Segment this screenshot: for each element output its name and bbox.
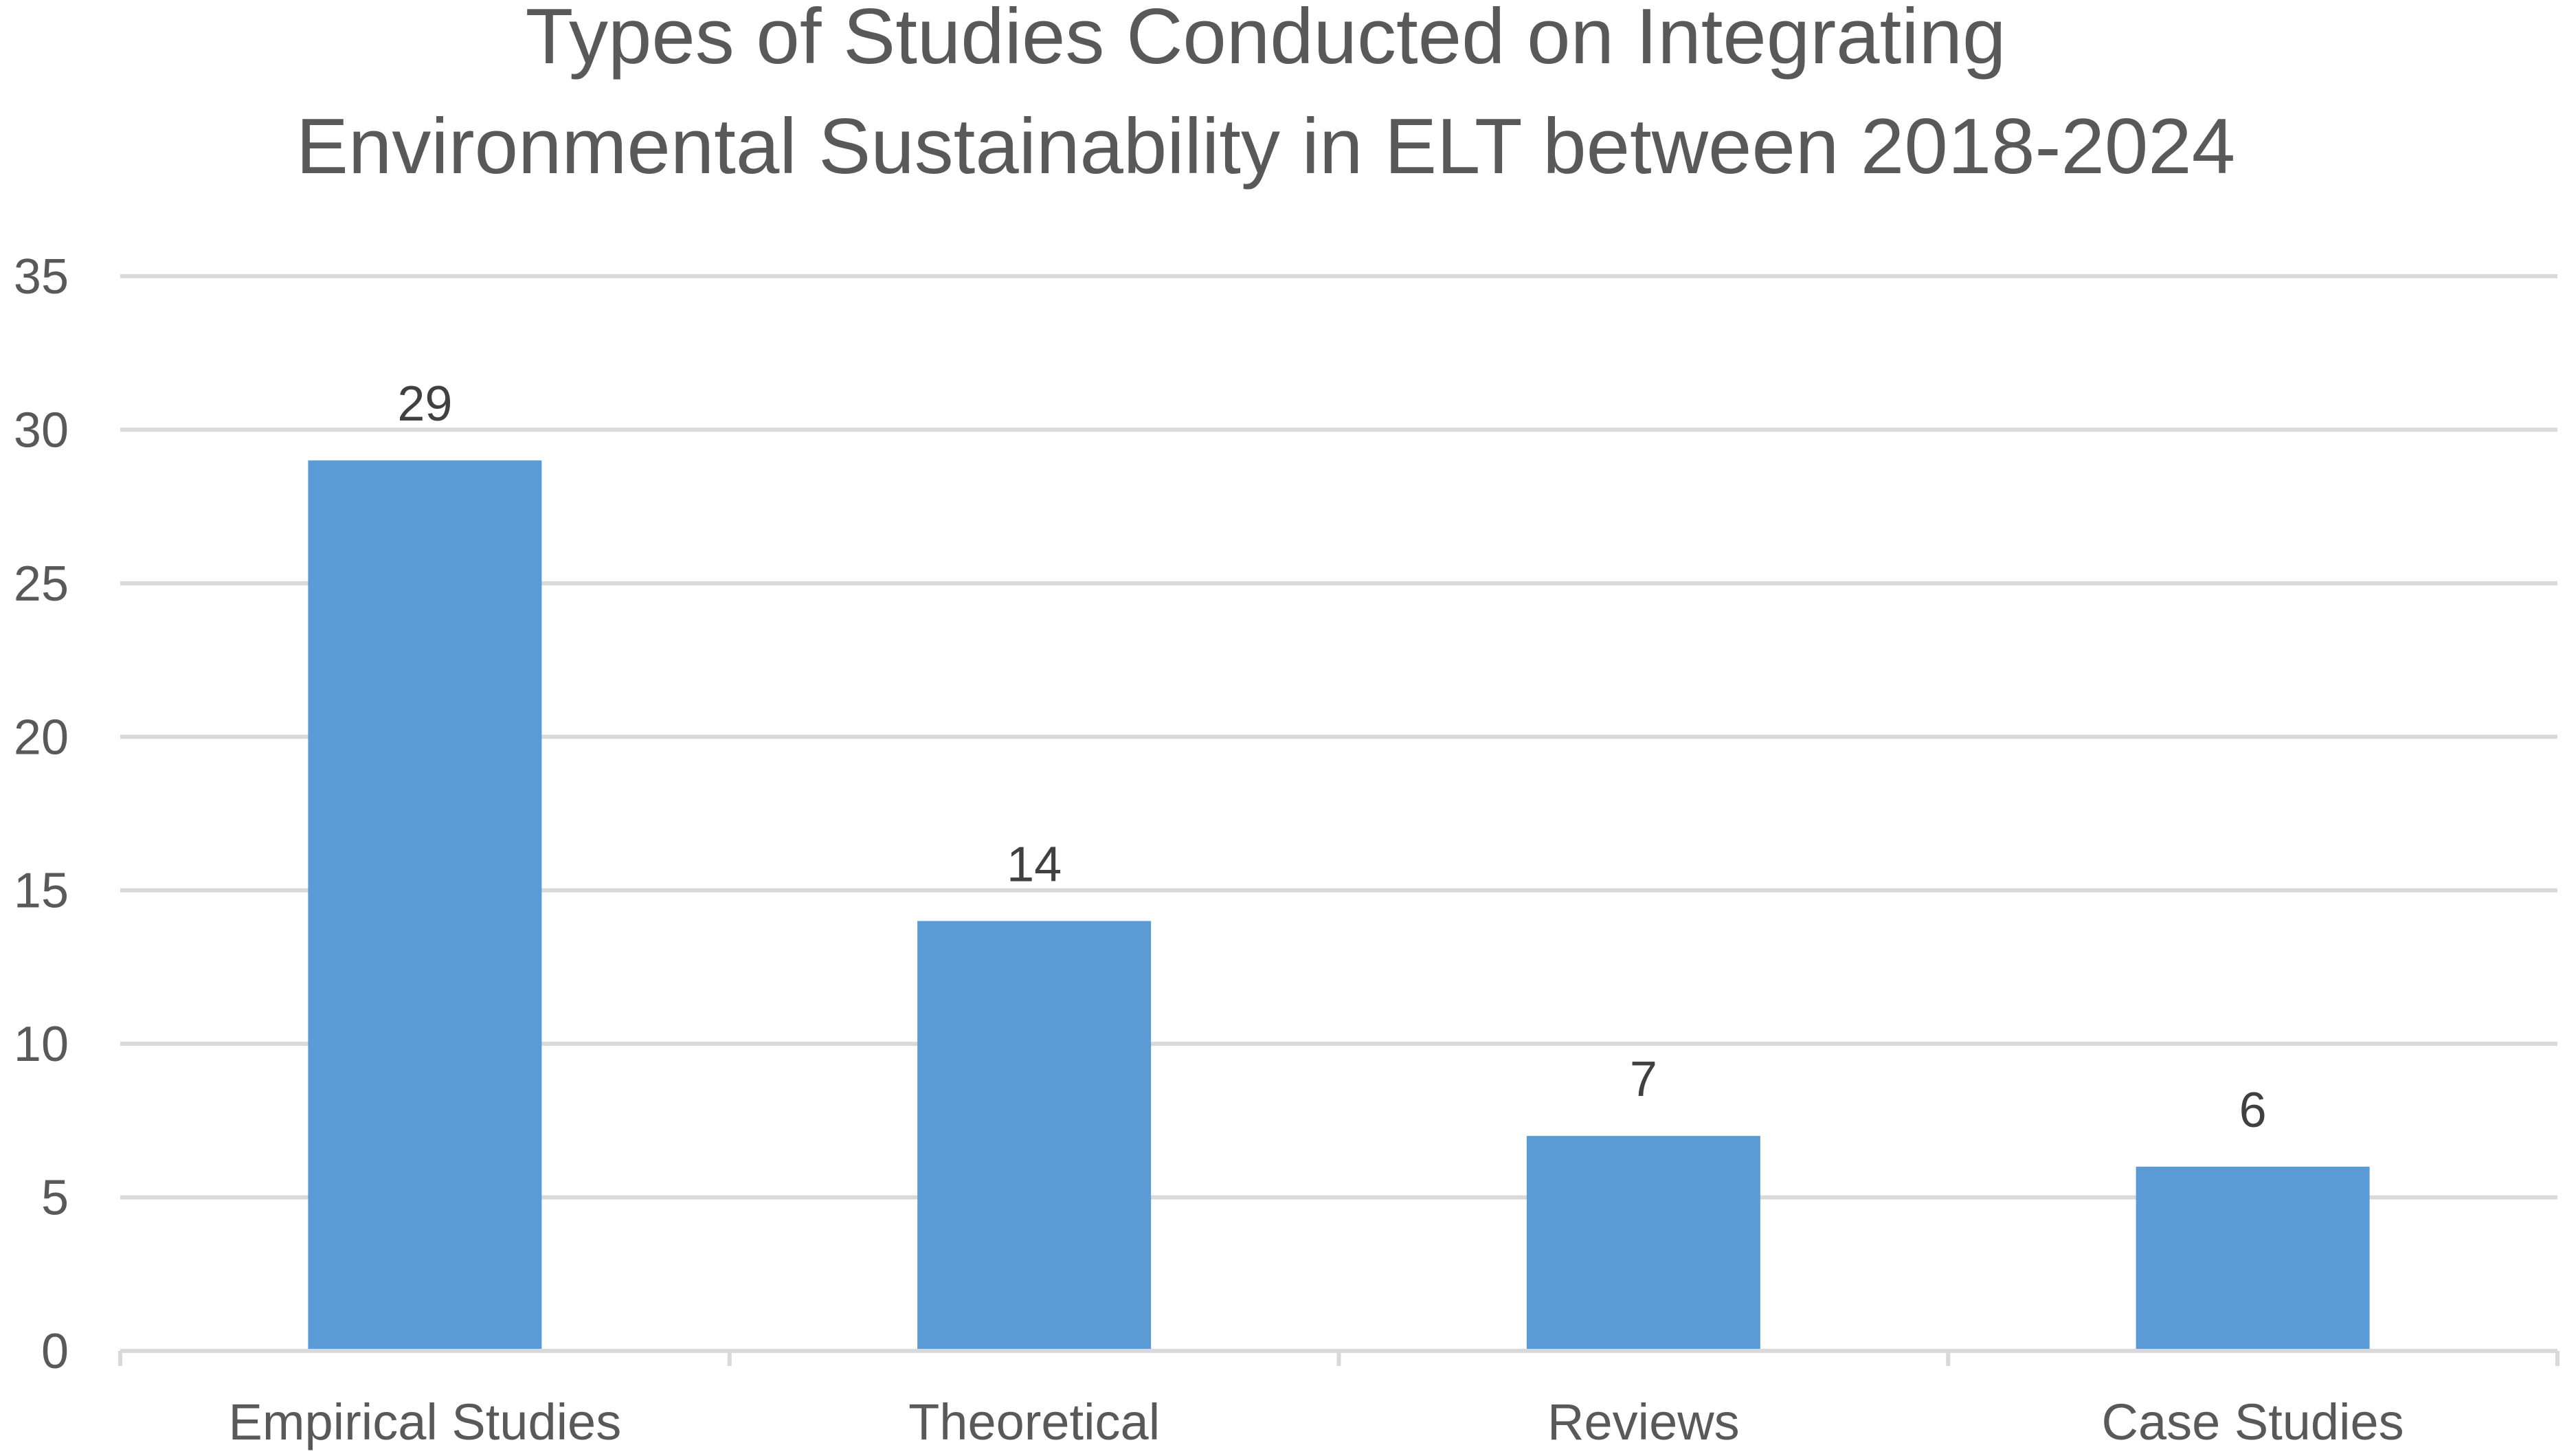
- y-tick-label: 10: [14, 1017, 69, 1072]
- data-label: 14: [1007, 837, 1062, 892]
- y-tick-label: 25: [14, 557, 69, 612]
- y-axis-tick-labels: 0 5 10 15 20 25 30 35: [14, 249, 69, 1379]
- data-labels: 29 14 7 6: [397, 377, 2266, 1138]
- x-category-label: Empirical Studies: [229, 1393, 622, 1451]
- data-label: 29: [397, 377, 452, 432]
- data-label: 6: [2239, 1083, 2267, 1138]
- bar-theoretical: [917, 921, 1152, 1351]
- x-category-label: Reviews: [1547, 1393, 1740, 1451]
- bars: [308, 460, 2370, 1351]
- y-tick-label: 35: [14, 249, 69, 304]
- y-tick-label: 20: [14, 710, 69, 765]
- y-tick-label: 15: [14, 864, 69, 919]
- bar-reviews: [1526, 1136, 1760, 1351]
- y-tick-label: 0: [41, 1324, 69, 1379]
- x-axis: [118, 1349, 2560, 1366]
- y-tick-label: 5: [41, 1171, 69, 1226]
- x-axis-category-labels: Empirical Studies Theoretical Reviews Case …: [229, 1393, 2404, 1451]
- x-category-label: Case Studies: [2102, 1393, 2404, 1451]
- y-tick-label: 30: [14, 403, 69, 458]
- data-label: 7: [1630, 1052, 1657, 1107]
- bar-empirical-studies: [308, 460, 542, 1351]
- x-category-label: Theoretical: [908, 1393, 1160, 1451]
- chart-title-line-1: Types of Studies Conducted on Integratin…: [526, 0, 2006, 80]
- chart-title-line-2: Environmental Sustainability in ELT betw…: [296, 103, 2235, 190]
- chart-title: Types of Studies Conducted on Integratin…: [296, 0, 2235, 190]
- bar-case-studies: [2136, 1166, 2370, 1351]
